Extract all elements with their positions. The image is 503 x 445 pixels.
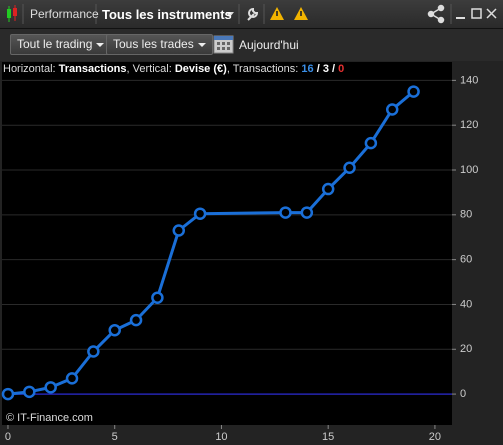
data-point xyxy=(385,103,399,116)
tab[interactable]: Performance xyxy=(30,7,99,21)
x-tick-label: 15 xyxy=(322,431,334,443)
count: 16 xyxy=(301,63,314,75)
y-tick-label: 40 xyxy=(460,298,472,310)
count-separator: / xyxy=(332,63,336,75)
watermark: © IT-Finance.com xyxy=(6,412,93,424)
calendar-icon[interactable] xyxy=(213,33,235,55)
data-point xyxy=(108,323,121,337)
data-point xyxy=(364,136,378,150)
filter-bar: Tout le trading Tous les trades Aujourd'… xyxy=(0,29,503,61)
data-point xyxy=(65,372,79,385)
x-tick-label: 5 xyxy=(112,431,118,443)
data-point xyxy=(172,224,186,237)
data-point xyxy=(129,313,143,327)
title-bar: Performance Tous les instruments xyxy=(0,0,503,29)
chart-header: Horizontal: Transactions, Vertical: Devi… xyxy=(3,63,344,75)
y-tick-label: 120 xyxy=(460,119,478,131)
data-point xyxy=(300,206,314,219)
comma: , xyxy=(226,63,230,75)
y-tick-label: 60 xyxy=(460,254,472,266)
data-point xyxy=(87,345,100,358)
count: 3 xyxy=(322,63,329,75)
y-tick-label: 80 xyxy=(460,209,472,221)
x-prefix: Horizontal: xyxy=(3,63,56,75)
share-icon[interactable] xyxy=(427,4,445,24)
x-tick-label: 10 xyxy=(215,431,227,443)
data-point xyxy=(151,291,164,304)
x-tick-label: 20 xyxy=(429,431,441,443)
trading-filter[interactable]: Tout le trading xyxy=(10,34,112,55)
y-tick-label: 0 xyxy=(460,388,466,400)
count-separator: / xyxy=(316,63,320,75)
wrench-icon[interactable] xyxy=(247,7,259,21)
trades-filter[interactable]: Tous les trades xyxy=(106,34,213,55)
warning-mark xyxy=(276,11,278,16)
count: 0 xyxy=(338,63,345,75)
dropdown-arrow[interactable] xyxy=(226,12,234,17)
data-point xyxy=(279,206,292,219)
data-point xyxy=(193,207,207,220)
y-tick-label: 20 xyxy=(460,343,472,355)
instrument-select[interactable]: Tous les instruments xyxy=(102,7,232,22)
y-prefix: Vertical: xyxy=(132,63,172,75)
maximize-button[interactable] xyxy=(471,8,482,19)
x-label: Transactions xyxy=(58,63,127,75)
comma: , xyxy=(126,63,130,75)
icon xyxy=(7,9,11,18)
y-tick-label: 100 xyxy=(460,164,478,176)
close-button[interactable] xyxy=(486,8,497,19)
data-point xyxy=(23,385,36,399)
icon xyxy=(13,8,17,16)
count-prefix: Transactions: xyxy=(232,63,299,75)
title-icons xyxy=(7,4,497,24)
data-point xyxy=(407,85,420,98)
data-point xyxy=(321,182,335,196)
x-tick-label: 0 xyxy=(5,431,11,443)
plot-area xyxy=(2,62,452,425)
data-point xyxy=(343,161,356,175)
data-point xyxy=(44,381,57,394)
counts: 16 / 3 / 0 xyxy=(301,63,344,75)
data-point xyxy=(1,387,15,401)
warning-mark xyxy=(300,11,302,16)
minimize-button[interactable] xyxy=(456,17,465,19)
date-filter[interactable]: Aujourd'hui xyxy=(239,38,299,52)
y-label: Devise (€) xyxy=(174,63,227,75)
y-tick-label: 140 xyxy=(460,74,478,86)
